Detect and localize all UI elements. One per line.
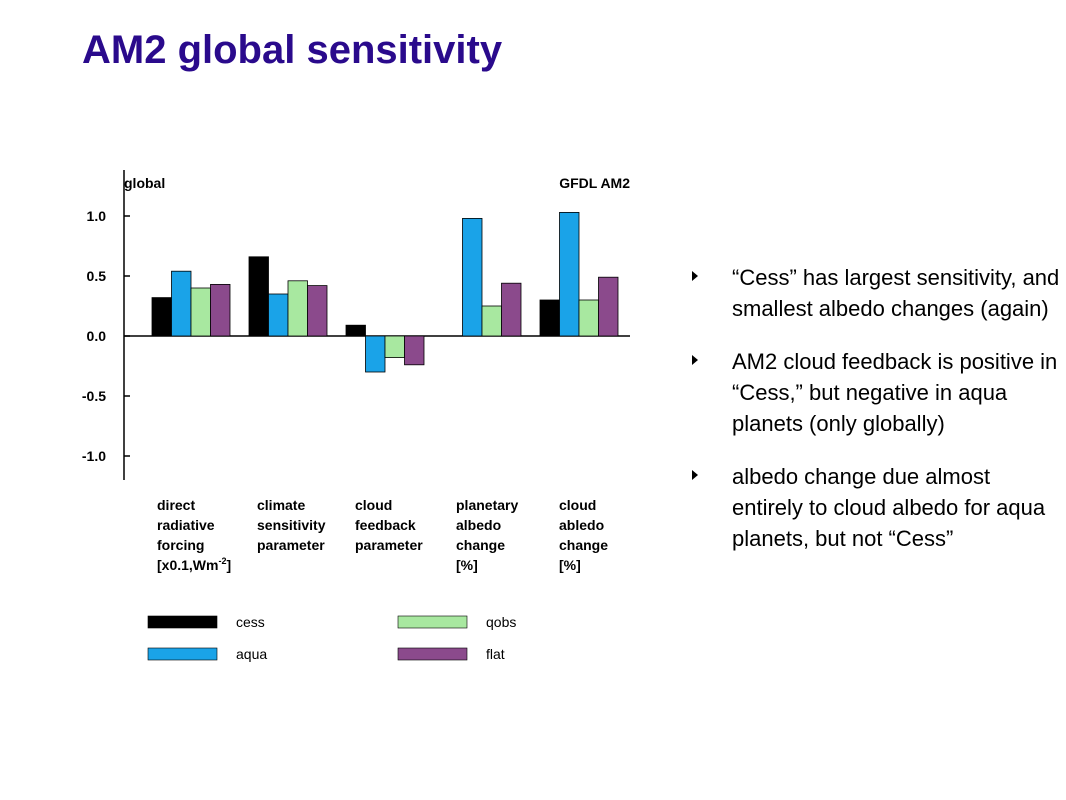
chart-subtitle: GFDL AM2 [559,175,630,191]
bar-cess [151,297,172,337]
x-category-label-line: forcing [157,537,204,553]
bar-qobs [384,335,405,359]
bar-qobs [190,287,211,337]
x-category-label-line: parameter [257,537,325,553]
bar-flat [404,335,425,366]
legend-swatch-cess [147,615,218,629]
y-tick-label: 0.0 [87,328,107,344]
x-category-label-line: abledo [559,517,604,533]
bar-flat [598,276,619,337]
y-tick-label: -1.0 [82,448,106,464]
x-category-label-line: [x0.1,Wm-2] [157,556,231,573]
x-category-label-line: change [456,537,505,553]
bar-cess [345,324,366,337]
bar-qobs [287,280,308,337]
legend-swatch-aqua [147,647,218,661]
slide-title: AM2 global sensitivity [82,28,503,72]
legend-swatch-flat [397,647,468,661]
chart-axes: 1.0 0.5 0.0 -0.5 -1.0 [82,170,630,480]
x-category-label-line: parameter [355,537,423,553]
x-category-label-line: [%] [456,557,478,573]
x-category-label-line: climate [257,497,305,513]
bullet-arrow-icon [692,355,698,365]
chart-bars [151,211,619,373]
bar-aqua [365,335,386,373]
bar-aqua [171,270,192,337]
legend-label-aqua: aqua [236,646,267,662]
superscript: -2 [218,556,226,566]
bar-flat [307,285,328,337]
x-category-label: direct radiative forcing [x0.1,Wm-2] [157,497,231,573]
bar-aqua [462,217,483,337]
legend-label-cess: cess [236,614,265,630]
bar-qobs [578,299,599,337]
x-category-label-line: radiative [157,517,215,533]
x-category-label: cloud abledo change [%] [559,497,608,573]
y-tick-label: 0.5 [87,268,107,284]
legend-label-qobs: qobs [486,614,516,630]
x-category-label-line: change [559,537,608,553]
x-category-label-line: cloud [355,497,392,513]
bullet-text: AM2 cloud feedback is positive in “Cess,… [732,349,1058,436]
bar-qobs [481,305,502,337]
bullet-list: “Cess” has largest sensitivity, and smal… [690,262,1060,576]
chart-title: global [124,175,165,191]
x-category-label-line: albedo [456,517,501,533]
bullet-item: albedo change due almost entirely to clo… [690,461,1060,554]
x-category-label: climate sensitivity parameter [257,497,326,553]
chart-legend: cess aqua qobs flat [147,614,516,662]
legend-label-flat: flat [486,646,505,662]
bullet-item: “Cess” has largest sensitivity, and smal… [690,262,1060,324]
x-category-label-line: cloud [559,497,596,513]
superscript-close: ] [226,557,231,573]
legend-swatch-qobs [397,615,468,629]
x-category-label-line: feedback [355,517,416,533]
bullet-item: AM2 cloud feedback is positive in “Cess,… [690,346,1060,439]
bullet-arrow-icon [692,271,698,281]
y-tick-label: -0.5 [82,388,106,404]
bullet-text: albedo change due almost entirely to clo… [732,464,1046,551]
bar-aqua [268,293,289,337]
x-category-label-line: planetary [456,497,518,513]
chart-category-labels: direct radiative forcing [x0.1,Wm-2] climate… [157,497,608,573]
x-category-label-line: sensitivity [257,517,326,533]
x-category-label: cloud feedback parameter [355,497,423,553]
bar-cess [248,256,269,337]
bar-flat [501,282,522,337]
bar-flat [210,283,231,337]
x-category-label-line: [%] [559,557,581,573]
bullet-arrow-icon [692,470,698,480]
bar-aqua [559,211,580,337]
y-tick-label: 1.0 [87,208,107,224]
bullet-text: “Cess” has largest sensitivity, and smal… [732,265,1060,321]
x-category-label-line: direct [157,497,195,513]
bar-cess [539,299,560,337]
x-category-label: planetary albedo change [%] [456,497,518,573]
